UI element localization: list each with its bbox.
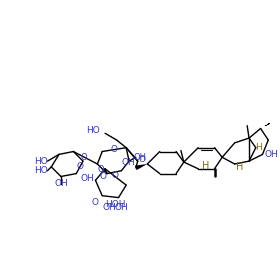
Text: H: H xyxy=(255,143,262,152)
Text: HO: HO xyxy=(34,166,48,175)
Text: OH: OH xyxy=(115,203,128,212)
Text: HO: HO xyxy=(87,126,100,135)
Text: H: H xyxy=(236,162,243,172)
Text: O: O xyxy=(92,198,99,207)
Text: HO: HO xyxy=(34,157,48,165)
Text: O: O xyxy=(80,153,87,162)
Text: OH: OH xyxy=(122,158,135,167)
Text: OH: OH xyxy=(134,153,147,162)
Text: O: O xyxy=(98,165,104,174)
Text: O: O xyxy=(111,171,118,180)
Text: OH: OH xyxy=(264,150,278,159)
Text: O: O xyxy=(100,172,107,181)
Text: OH: OH xyxy=(102,203,116,212)
Text: O: O xyxy=(138,155,145,164)
Text: OH: OH xyxy=(80,174,94,183)
Text: O: O xyxy=(77,162,84,171)
Text: H: H xyxy=(202,161,209,171)
Text: O: O xyxy=(110,145,117,154)
Polygon shape xyxy=(135,164,147,170)
Text: HOH: HOH xyxy=(105,200,125,209)
Text: OH: OH xyxy=(54,179,68,188)
